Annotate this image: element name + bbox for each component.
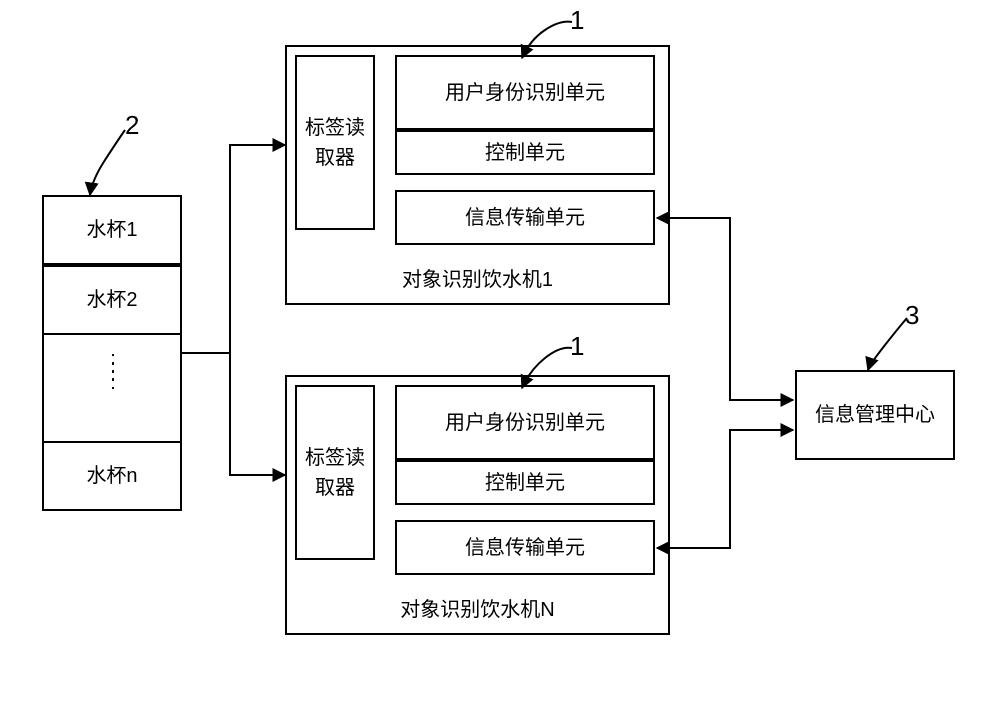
cup-1-label: 水杯1 <box>86 217 137 243</box>
dispenser-1-id-unit-label: 用户身份识别单元 <box>445 80 605 106</box>
cup-n-label: 水杯n <box>86 463 137 489</box>
label-3: 3 <box>905 300 919 331</box>
cup-n: 水杯n <box>42 441 182 511</box>
dispenser-1-tag-reader: 标签读取器 <box>295 55 375 230</box>
dispenser-1-control-unit: 控制单元 <box>395 130 655 175</box>
dispenser-n-control-unit-label: 控制单元 <box>485 470 565 496</box>
info-center-label: 信息管理中心 <box>815 402 935 428</box>
dispenser-n-tag-reader-label: 标签读取器 <box>297 439 373 507</box>
dispenser-n-id-unit: 用户身份识别单元 <box>395 385 655 460</box>
dispenser-1-control-unit-label: 控制单元 <box>485 140 565 166</box>
dispenser-n-title: 对象识别饮水机N <box>287 597 668 623</box>
dispenser-n-control-unit: 控制单元 <box>395 460 655 505</box>
dispenser-1-id-unit: 用户身份识别单元 <box>395 55 655 130</box>
dispenser-1-tag-reader-label: 标签读取器 <box>297 109 373 177</box>
cup-2-label: 水杯2 <box>86 287 137 313</box>
dispenser-1-title: 对象识别饮水机1 <box>287 267 668 293</box>
label-2: 2 <box>125 110 139 141</box>
cup-2: 水杯2 <box>42 265 182 335</box>
dispenser-1-trans-unit-label: 信息传输单元 <box>465 205 585 231</box>
dispenser-n-trans-unit-label: 信息传输单元 <box>465 535 585 561</box>
dispenser-n-id-unit-label: 用户身份识别单元 <box>445 410 605 436</box>
cup-1: 水杯1 <box>42 195 182 265</box>
diagram-canvas: 水杯1 水杯2 :::: 水杯n 对象识别饮水机1 标签读取器 用户身份识别单元… <box>0 0 1000 707</box>
dispenser-n-trans-unit: 信息传输单元 <box>395 520 655 575</box>
dispenser-1-trans-unit: 信息传输单元 <box>395 190 655 245</box>
info-center: 信息管理中心 <box>795 370 955 460</box>
cup-ellipsis: :::: <box>100 355 124 387</box>
label-1a: 1 <box>570 5 584 36</box>
label-1b: 1 <box>570 331 584 362</box>
dispenser-n-tag-reader: 标签读取器 <box>295 385 375 560</box>
